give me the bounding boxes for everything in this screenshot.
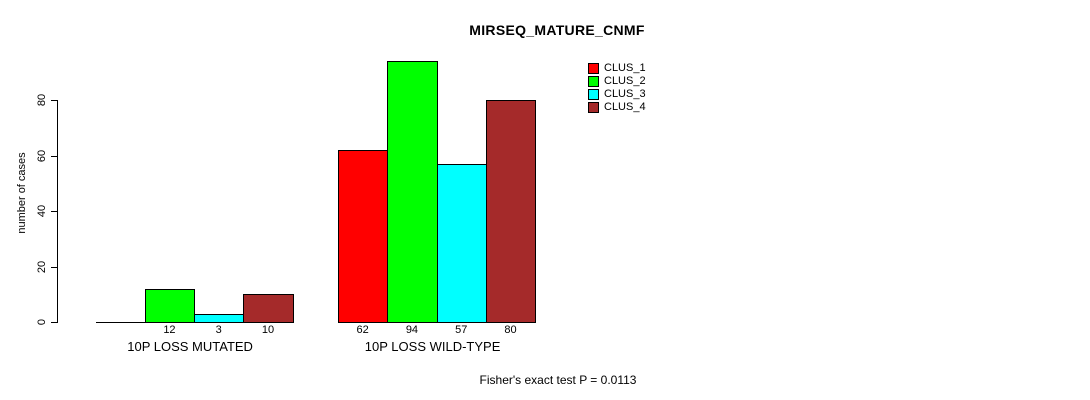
legend-item: CLUS_2: [588, 76, 646, 87]
bar: [338, 149, 389, 323]
legend-swatch: [588, 102, 599, 113]
legend: CLUS_1 CLUS_2 CLUS_3 CLUS_4: [588, 63, 646, 113]
legend-item: CLUS_4: [588, 102, 646, 113]
legend-label: CLUS_2: [604, 75, 646, 87]
zero-bar-line: [95, 321, 146, 323]
bar-value-label: 62: [356, 324, 369, 336]
y-tick-label: 40: [36, 204, 48, 218]
y-tick: [51, 155, 57, 157]
bar: [194, 313, 245, 323]
footer-annotation: Fisher's exact test P = 0.0113: [479, 373, 637, 387]
group-label: 10P LOSS WILD-TYPE: [364, 339, 501, 354]
legend-label: CLUS_1: [604, 62, 646, 74]
legend-item: CLUS_3: [588, 89, 646, 100]
bar-value-label: 80: [504, 324, 517, 336]
chart-title: MIRSEQ_MATURE_CNMF: [469, 22, 645, 38]
y-tick-label: 20: [36, 260, 48, 273]
legend-label: CLUS_4: [604, 101, 646, 113]
bar: [243, 294, 294, 323]
y-tick-label: 80: [36, 93, 48, 107]
y-axis-line: [57, 100, 58, 323]
bar-value-label: 57: [455, 324, 468, 336]
bar-value-label: 10: [261, 324, 275, 336]
bar: [144, 288, 196, 323]
legend-swatch: [588, 89, 599, 100]
y-tick-label: 60: [36, 149, 48, 162]
legend-item: CLUS_1: [588, 63, 646, 74]
y-tick: [51, 322, 57, 323]
legend-swatch: [588, 63, 599, 74]
group-label: 10P LOSS MUTATED: [127, 339, 253, 354]
legend-swatch: [588, 76, 599, 87]
y-tick-label: 0: [36, 318, 48, 326]
y-tick: [51, 100, 57, 101]
bar: [436, 163, 487, 323]
y-tick: [51, 266, 57, 268]
bar-value-label: 94: [405, 324, 419, 336]
y-tick: [51, 211, 57, 212]
bar: [485, 100, 537, 323]
bar-value-label: 3: [215, 324, 222, 336]
bar-value-label: 12: [163, 324, 176, 336]
legend-label: CLUS_3: [604, 88, 646, 100]
bar: [387, 61, 438, 323]
